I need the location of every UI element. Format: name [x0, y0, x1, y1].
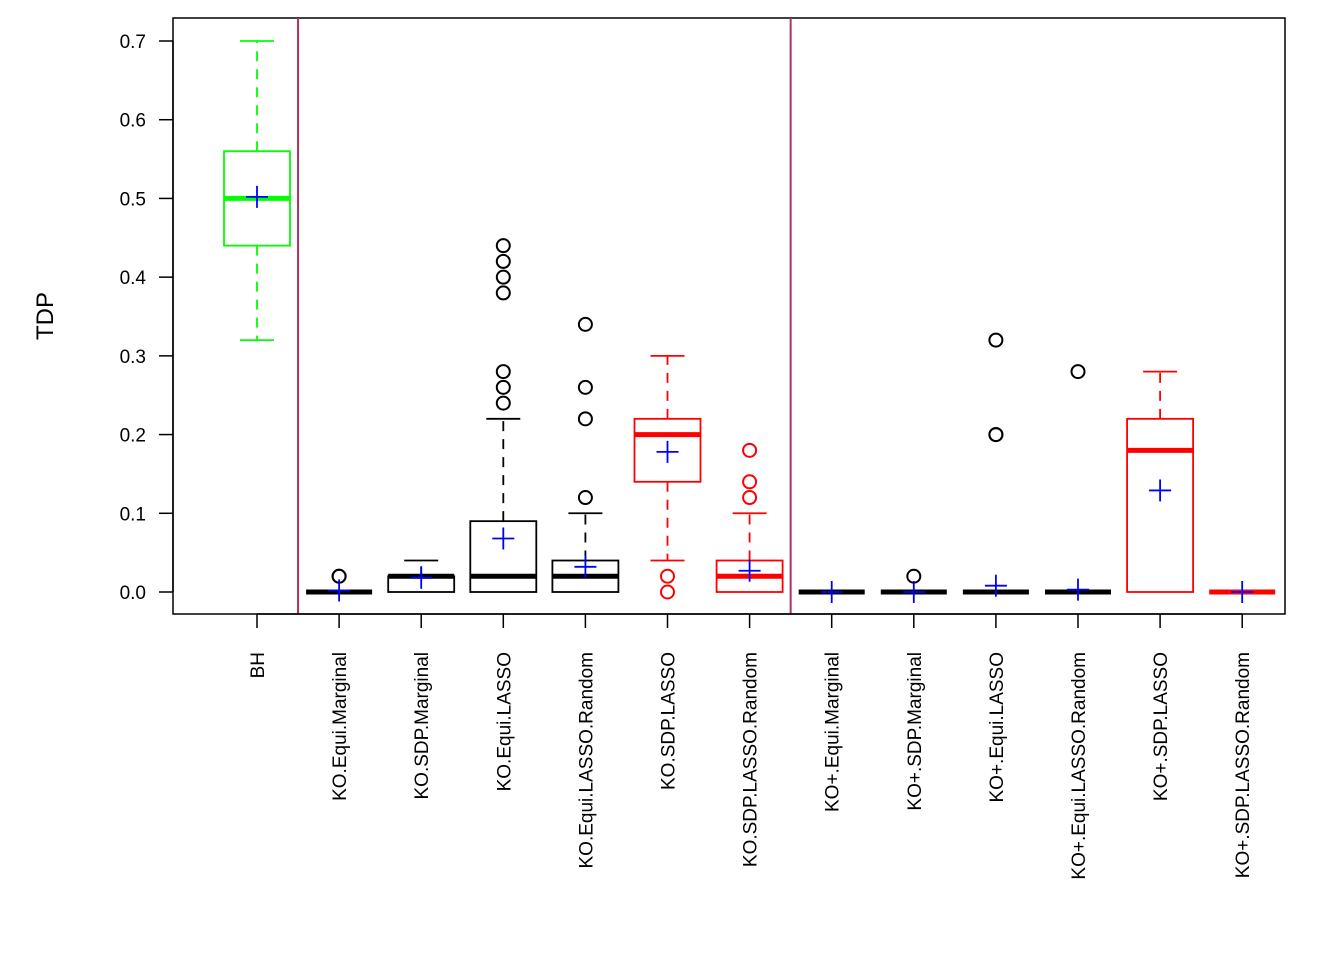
y-axis-label: TDP [32, 292, 59, 340]
outlier-point [577, 379, 593, 395]
y-tick-label: 0.3 [120, 347, 146, 368]
boxes [223, 40, 1276, 603]
plot-frame [172, 17, 1286, 615]
box-10 [962, 332, 1029, 597]
box-iqr [469, 520, 538, 593]
outlier-point [742, 474, 758, 490]
outlier-point [660, 584, 675, 600]
x-tick-label: KO+.Equi.LASSO [987, 652, 1008, 803]
outlier-point [495, 238, 511, 254]
x-tick-label: KO.Equi.Marginal [330, 652, 351, 801]
y-tick-label: 0.2 [120, 426, 146, 447]
mean-marker [410, 566, 433, 589]
mean-marker [820, 581, 843, 603]
outlier-point [988, 427, 1004, 443]
mean-marker [246, 185, 268, 208]
mean-marker [738, 559, 761, 582]
mean-marker [328, 579, 351, 602]
mean-marker [902, 581, 925, 603]
box-11 [1045, 364, 1111, 601]
box-13 [1209, 581, 1276, 603]
outlier-point [742, 490, 758, 506]
outlier-point [577, 490, 593, 506]
y-tick-label: 0.7 [120, 32, 146, 53]
x-axis: BH KO.Equi.Marginal KO.SDP.Marginal KO.Equi… [248, 613, 1254, 880]
mean-marker [656, 440, 679, 463]
mean-marker [984, 574, 1007, 597]
box-12 [1126, 370, 1194, 593]
x-tick-label: KO.Equi.LASSO.Random [576, 652, 597, 869]
box-4 [469, 238, 538, 593]
box-iqr [633, 417, 702, 483]
x-tick-label: KO+.SDP.Marginal [905, 652, 926, 811]
mean-marker [1231, 581, 1254, 603]
group-separators [297, 18, 792, 614]
box-3 [387, 559, 456, 593]
x-tick-label: KO+.Equi.Marginal [823, 652, 844, 812]
outlier-point [906, 568, 922, 584]
box-5 [551, 316, 620, 593]
outlier-point [495, 379, 511, 395]
x-tick-label: KO.SDP.LASSO.Random [741, 652, 762, 867]
outlier-point [495, 253, 511, 269]
outlier-point [577, 411, 593, 427]
x-tick-label: KO.Equi.LASSO [494, 652, 515, 791]
mean-marker [492, 527, 515, 550]
outlier-point [495, 285, 511, 301]
box-1 [223, 40, 291, 342]
y-tick-label: 0.5 [120, 189, 146, 210]
y-tick-label: 0.1 [120, 504, 146, 525]
x-tick-label: BH [248, 652, 269, 678]
box-iqr [1126, 417, 1194, 593]
box-8 [798, 581, 865, 603]
x-tick-label: KO+.SDP.LASSO.Random [1233, 652, 1254, 878]
box-6 [633, 354, 702, 600]
mean-marker [574, 555, 597, 578]
box-9 [880, 568, 947, 603]
y-tick-label: 0.0 [120, 583, 146, 604]
x-tick-label: KO.SDP.Marginal [412, 652, 433, 800]
outlier-point [577, 316, 593, 332]
outlier-point [495, 395, 511, 411]
x-tick-label: KO+.SDP.LASSO [1151, 652, 1172, 801]
y-axis: 0.0 0.1 0.2 0.3 0.4 0.5 0.6 0.7 [120, 32, 174, 604]
y-tick-label: 0.6 [120, 111, 146, 132]
outlier-point [495, 364, 511, 380]
outlier-point [495, 269, 511, 285]
outlier-point [660, 568, 675, 584]
x-tick-label: KO+.Equi.LASSO.Random [1069, 652, 1090, 880]
outlier-point [988, 332, 1004, 348]
mean-marker [1067, 578, 1089, 601]
box-2 [306, 568, 373, 602]
mean-marker [1149, 479, 1172, 502]
x-tick-label: KO.SDP.LASSO [659, 652, 680, 790]
outlier-point [742, 442, 758, 458]
box-7 [715, 442, 784, 593]
y-tick-label: 0.4 [120, 268, 147, 289]
outlier-point [1070, 364, 1086, 380]
